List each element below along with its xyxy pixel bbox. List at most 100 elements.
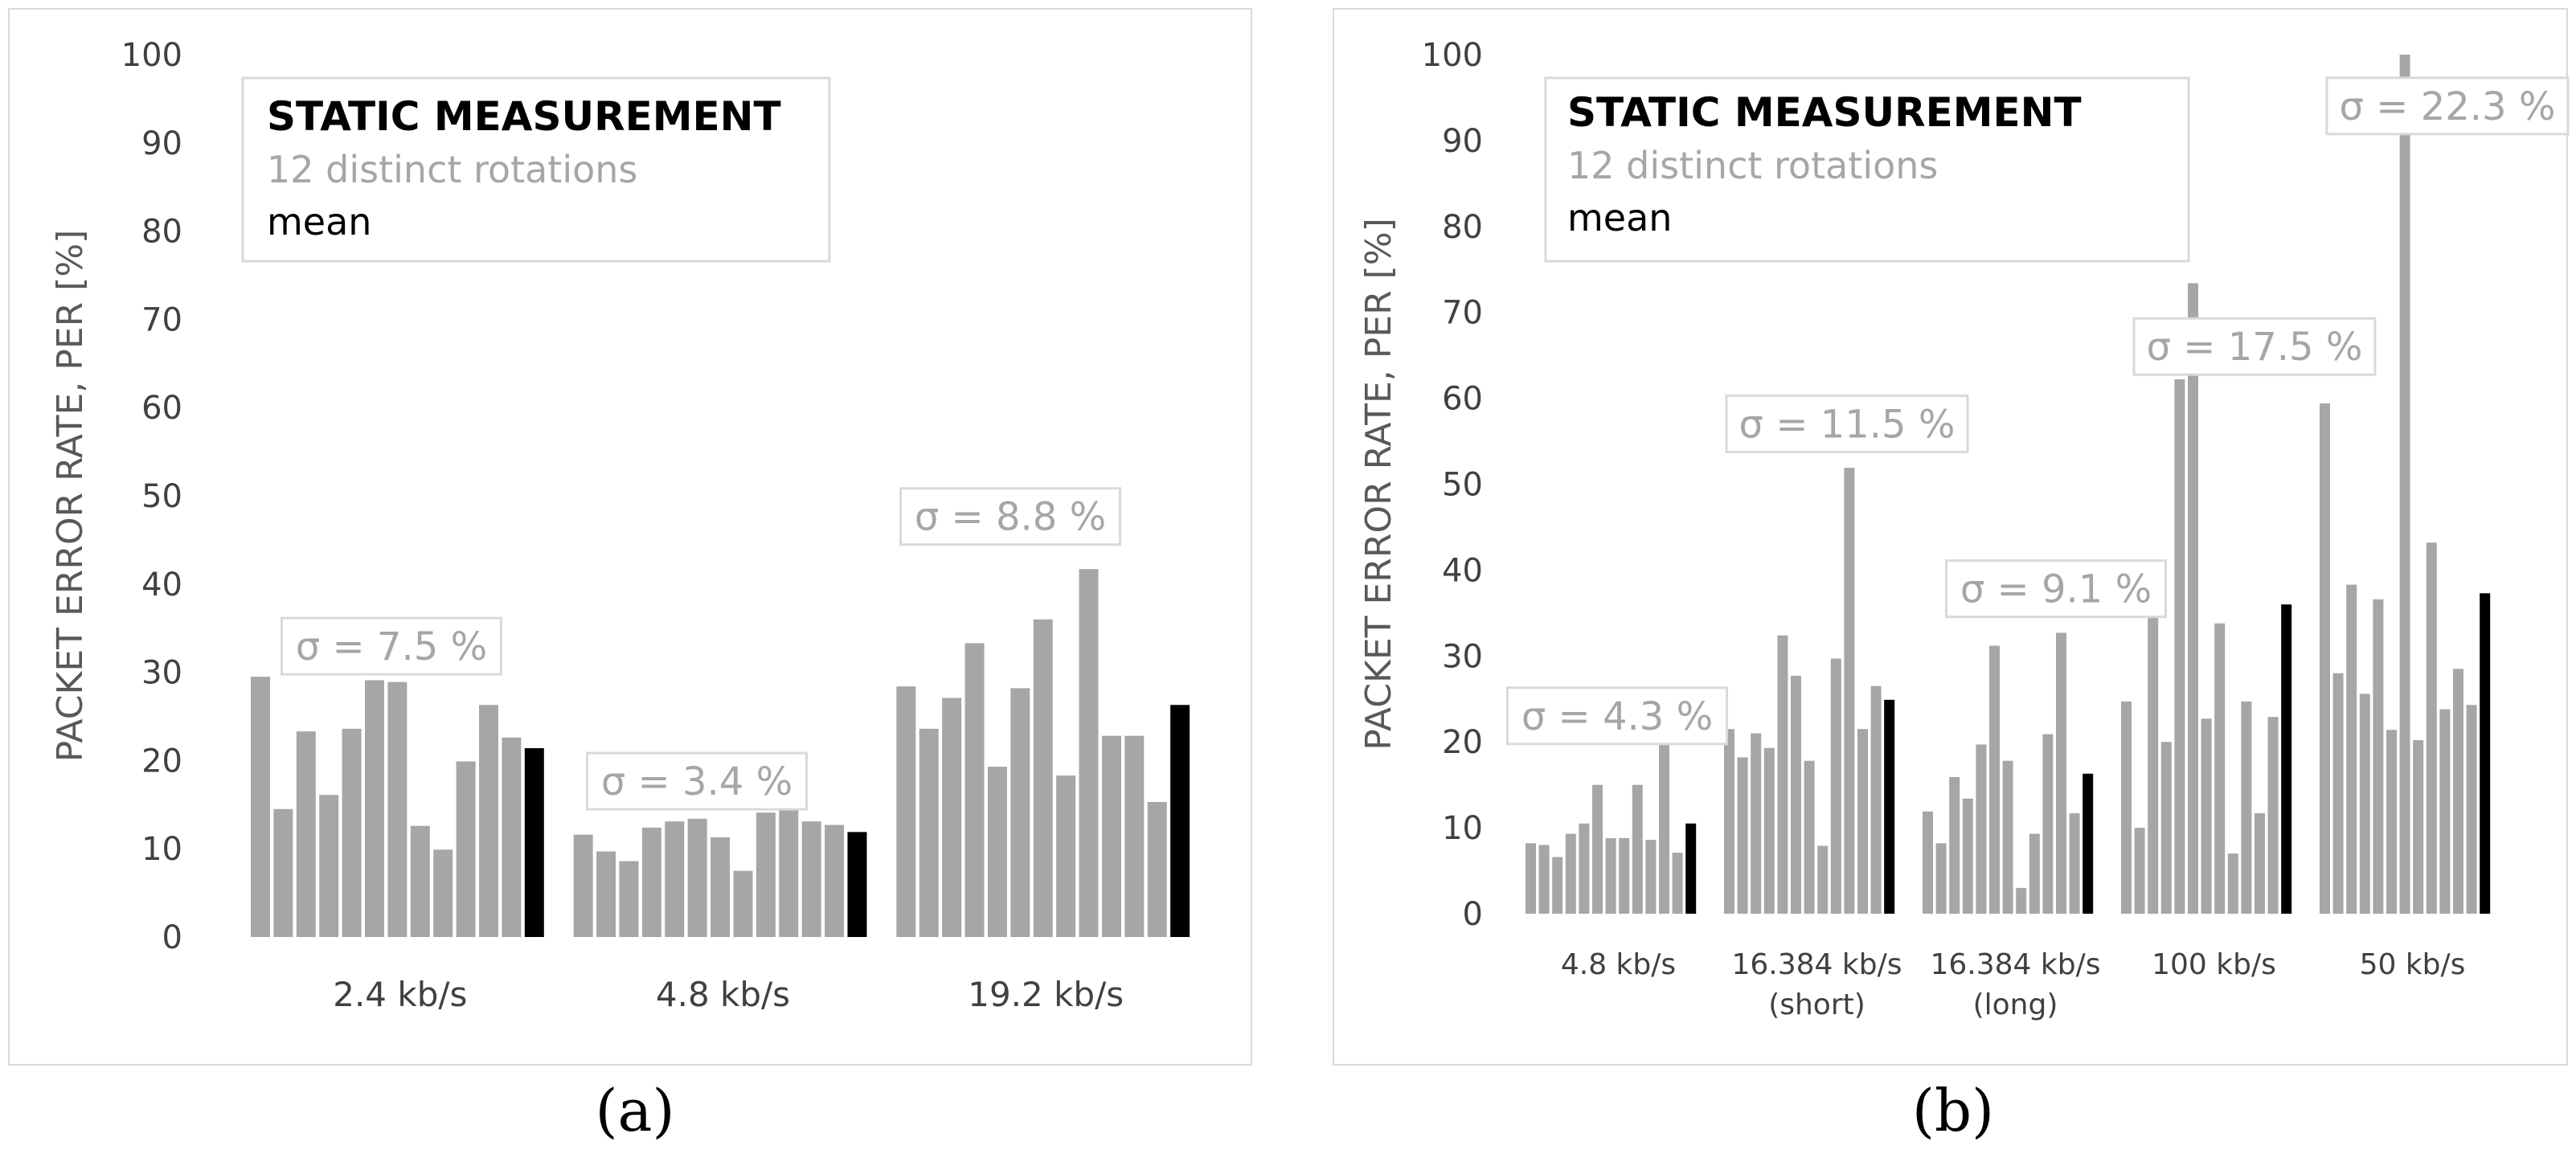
sigma-box [1945, 559, 2167, 619]
rotation-bar [2439, 709, 2451, 914]
y-tick-label: 20 [1442, 724, 1483, 761]
rotation-bar [251, 677, 270, 937]
sigma-label: σ = 11.5 % [1739, 402, 1956, 447]
rotation-bar [779, 803, 799, 937]
y-tick-label: 60 [1442, 381, 1483, 418]
rotation-bar [2386, 730, 2397, 914]
rotation-bar [801, 821, 821, 937]
category-sublabel: (short) [1768, 988, 1865, 1021]
rotation-bar [1949, 777, 1960, 914]
category-label: 16.384 kb/s [1732, 948, 1902, 981]
legend-mean: mean [267, 200, 371, 243]
sigma-box [2132, 317, 2377, 376]
y-tick-label: 10 [1442, 810, 1483, 847]
y-tick-label: 80 [141, 214, 182, 251]
rotation-bar [1033, 619, 1053, 937]
sigma-box [1725, 394, 1969, 453]
rotation-bar [964, 643, 985, 937]
rotation-bar [1777, 635, 1788, 914]
legend-series: 12 distinct rotations [1567, 144, 1938, 187]
sigma-box [281, 616, 502, 676]
category-label: 4.8 kb/s [1561, 948, 1676, 981]
rotation-bar [573, 834, 593, 937]
rotation-bar [2188, 283, 2198, 914]
sigma-label: σ = 9.1 % [1960, 567, 2152, 612]
rotation-bar [2134, 828, 2145, 914]
rotation-bar [2029, 833, 2040, 914]
rotation-bar [1976, 744, 1987, 914]
panel-label-a: (a) [595, 1077, 675, 1144]
legend-title: STATIC MEASUREMENT [267, 93, 781, 140]
rotation-bar [1791, 675, 1801, 914]
rotation-bar [1124, 735, 1145, 937]
rotation-bar [1870, 685, 1882, 914]
rotation-bar [1962, 798, 1973, 914]
rotation-bar [919, 728, 939, 937]
rotation-bar [479, 705, 498, 937]
category-label: 16.384 kb/s [1931, 948, 2101, 981]
rotation-bar [456, 761, 476, 937]
y-tick-label: 100 [1422, 37, 1483, 74]
rotation-bar [2241, 701, 2252, 914]
rotation-bar [2042, 734, 2054, 914]
chart-a-svg: 0 10 20 30 40 50 60 70 80 90 100 PACKET ERROR RATE,… [50, 37, 1190, 1014]
y-axis-label: PACKET ERROR RATE, PER [%] [1358, 218, 1399, 751]
y-tick-label: 40 [141, 567, 182, 604]
rotation-bar [1605, 837, 1616, 914]
sigma-label: σ = 7.5 % [296, 624, 487, 669]
sigma-label: σ = 3.4 % [601, 759, 792, 804]
y-tick-label: 0 [1463, 896, 1483, 933]
rotation-bar [2373, 599, 2384, 914]
rotation-bar [319, 795, 339, 937]
category-label: 4.8 kb/s [656, 975, 790, 1014]
rotation-bar [387, 681, 407, 937]
rotation-bar [1857, 729, 1868, 914]
y-tick-label: 30 [1442, 638, 1483, 675]
rotation-bar [641, 827, 661, 937]
y-tick-label: 80 [1442, 209, 1483, 246]
y-tick-label: 70 [141, 301, 182, 338]
rotation-bar [1763, 747, 1775, 914]
sigma-box [586, 751, 808, 811]
rotation-bar [687, 818, 707, 937]
rotation-bar [1804, 760, 1815, 914]
rotation-bar [2466, 705, 2477, 914]
rotation-bar [2346, 584, 2357, 914]
rotation-bar [273, 808, 293, 937]
mean-bar [1884, 699, 1895, 914]
chart-panel-b: 0 10 20 30 40 50 60 70 80 90 100 PACKET ERROR RATE,… [1333, 8, 2570, 1066]
rotation-bar [433, 849, 453, 937]
category-label: 19.2 kb/s [968, 975, 1124, 1014]
rotation-bar [2413, 740, 2424, 914]
rotation-bar [1645, 840, 1657, 914]
y-tick-label: 60 [141, 390, 182, 427]
rotation-bar [2201, 718, 2212, 914]
sigma-box [2325, 76, 2570, 136]
category-label: 100 kb/s [2152, 948, 2276, 981]
mean-bar [2083, 773, 2094, 914]
sigma-label: σ = 17.5 % [2147, 325, 2363, 370]
legend-mean: mean [1567, 196, 1672, 239]
rotation-bar [619, 861, 639, 937]
y-tick-label: 20 [141, 743, 182, 780]
rotation-bar [1724, 729, 1734, 914]
rotation-bar [1989, 645, 2000, 914]
rotation-bar [1552, 857, 1563, 914]
y-tick-label: 90 [1442, 123, 1483, 160]
y-tick-label: 90 [141, 125, 182, 162]
sigma-label: σ = 4.3 % [1521, 694, 1713, 739]
rotation-bar [1817, 845, 1829, 914]
y-tick-label: 10 [141, 831, 182, 868]
mean-bar [1685, 823, 1697, 914]
mean-bar [524, 748, 544, 937]
rotation-bar [2002, 760, 2013, 914]
y-tick-label: 40 [1442, 552, 1483, 589]
mean-bar [2281, 604, 2292, 914]
category-label: 2.4 kb/s [333, 975, 467, 1014]
rotation-bar [1101, 735, 1121, 937]
rotation-bar [1579, 823, 1590, 914]
rotation-bar [1079, 569, 1099, 937]
rotation-bar [1632, 784, 1643, 914]
rotation-bar [502, 737, 522, 937]
legend-box [1544, 76, 2190, 263]
